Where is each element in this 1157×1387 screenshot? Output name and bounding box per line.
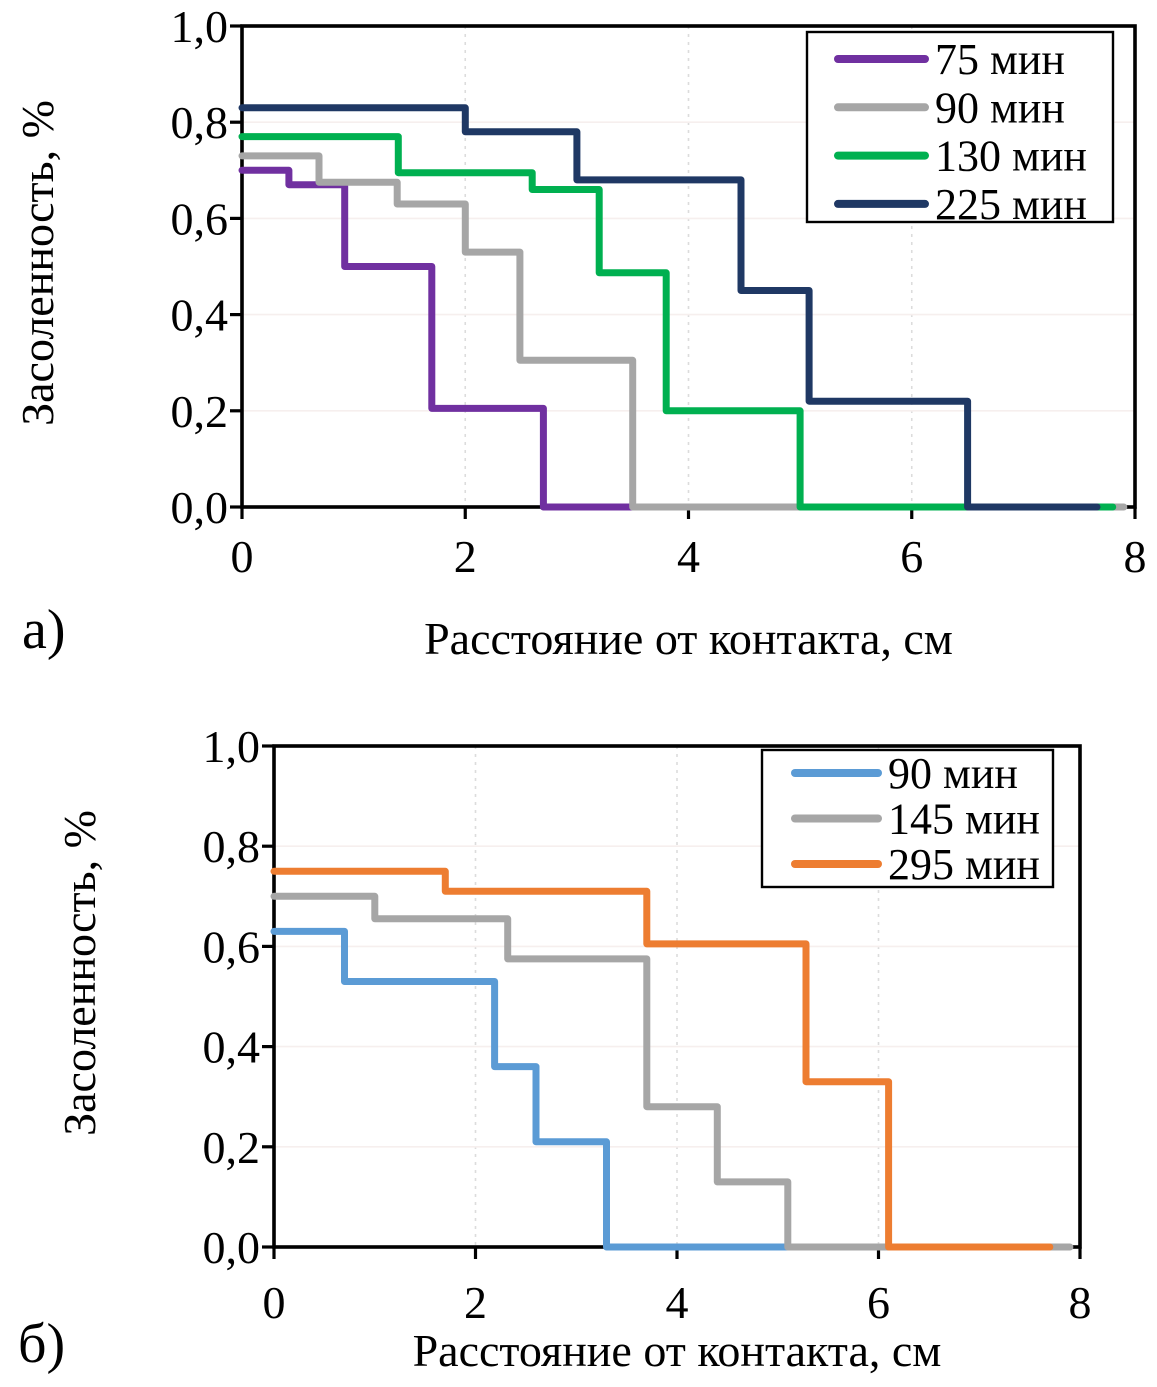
chart-b-y-tick-label-0,6: 0,6 bbox=[203, 921, 261, 972]
chart-b-x-tick-label-0: 0 bbox=[263, 1277, 286, 1328]
chart-a-x-tick-label-0: 0 bbox=[231, 531, 254, 582]
chart-b-x-tick-label-8: 8 bbox=[1069, 1277, 1092, 1328]
panel-label-b: б) bbox=[18, 1313, 66, 1375]
chart-a-x-tick-label-4: 4 bbox=[677, 531, 700, 582]
chart-b-series-2-line bbox=[270, 867, 1054, 1251]
chart-a-legend-box bbox=[805, 30, 1115, 224]
chart-b-y-tick-label-1,0: 1,0 bbox=[203, 721, 261, 772]
chart-b-x-tick-label-6: 6 bbox=[867, 1277, 890, 1328]
chart-a-y-tick-label-0,4: 0,4 bbox=[171, 290, 229, 341]
chart-b-y-tick-label-0,8: 0,8 bbox=[203, 821, 261, 872]
chart-a-x-tick-label-8: 8 bbox=[1124, 531, 1147, 582]
chart-a-x-tick-label-2: 2 bbox=[454, 531, 477, 582]
chart-b-x-tick-label-4: 4 bbox=[666, 1277, 689, 1328]
chart-b-x-axis-title: Расстояние от контакта, см bbox=[412, 1325, 942, 1376]
chart-b-y-axis-title: Засоленность, % bbox=[54, 810, 105, 1136]
chart-b-y-tick-label-0,2: 0,2 bbox=[203, 1122, 261, 1173]
chart-a-x-tick-label-6: 6 bbox=[900, 531, 923, 582]
chart-b-y-tick-label-0,0: 0,0 bbox=[203, 1222, 261, 1273]
chart-b-series-1-line bbox=[270, 892, 1074, 1251]
chart-a-legend-item-3-label: 225 мин bbox=[935, 180, 1087, 229]
chart-a-series-2-line bbox=[238, 133, 1117, 511]
chart-a-x-axis-title: Расстояние от контакта, см bbox=[424, 613, 953, 664]
chart-a-y-tick-label-1,0: 1,0 bbox=[171, 1, 229, 52]
chart-b-x-tick-label-2: 2 bbox=[464, 1277, 487, 1328]
chart-a-series-3-line bbox=[238, 104, 1101, 511]
chart-a-y-tick-label-0,8: 0,8 bbox=[171, 97, 229, 148]
chart-a-y-tick-label-0,2: 0,2 bbox=[171, 386, 229, 437]
chart-a-legend-item-1-label: 90 мин bbox=[935, 83, 1065, 132]
chart-b-legend-item-0-label: 90 мин bbox=[888, 749, 1018, 798]
chart-a-series-0-line bbox=[238, 166, 648, 511]
chart-a-y-axis-title: Засоленность, % bbox=[12, 100, 63, 426]
panel-label-a: а) bbox=[22, 599, 66, 661]
chart-a-y-tick-label-0,0: 0,0 bbox=[171, 482, 229, 533]
chart-a-legend-item-0-label: 75 мин bbox=[935, 35, 1065, 84]
chart-a-y-tick-label-0,6: 0,6 bbox=[171, 193, 229, 244]
chart-a-series-1-line bbox=[238, 152, 1128, 511]
chart-b-y-tick-label-0,4: 0,4 bbox=[203, 1022, 261, 1073]
chart-a-legend-item-2-label: 130 мин bbox=[935, 132, 1087, 181]
chart-b-legend-item-1-label: 145 мин bbox=[888, 795, 1040, 844]
chart-b-legend-item-2-label: 295 мин bbox=[888, 840, 1040, 889]
chart-b-series-0-line bbox=[270, 927, 792, 1251]
